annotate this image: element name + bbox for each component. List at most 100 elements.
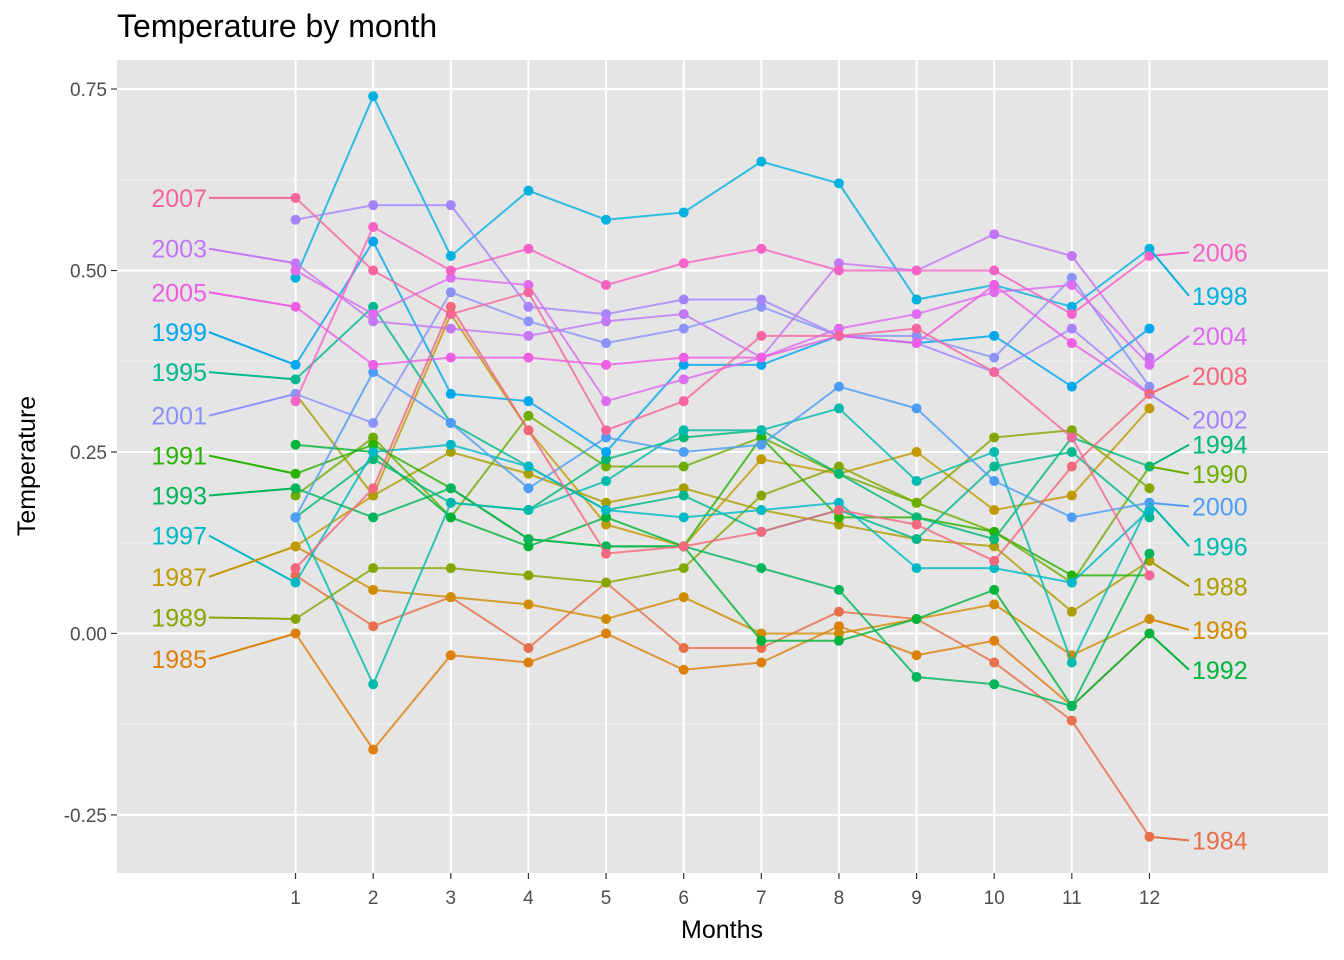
series-label-1993: 1993 (151, 483, 207, 511)
data-point (1066, 461, 1077, 472)
label-leader (1148, 443, 1190, 468)
data-point (601, 628, 612, 639)
series-line (294, 304, 1151, 569)
series-label-2008: 2008 (1192, 363, 1248, 391)
data-point (1066, 701, 1077, 712)
data-point (833, 403, 844, 414)
data-point (678, 446, 689, 457)
data-point (756, 526, 767, 537)
data-point (368, 512, 379, 523)
data-point (1066, 323, 1077, 334)
data-point (833, 505, 844, 516)
series-label-2002: 2002 (1192, 406, 1248, 434)
series-label-1987: 1987 (151, 564, 207, 592)
data-point (678, 352, 689, 363)
data-point (833, 584, 844, 595)
data-point (989, 657, 1000, 668)
x-axis: 1 2 3 4 5 6 7 8 9 10 11 12 (290, 873, 1160, 909)
data-point (368, 439, 379, 450)
data-point (1066, 512, 1077, 523)
series-label-1991: 1991 (151, 443, 207, 471)
data-point (911, 672, 922, 683)
data-point (601, 316, 612, 327)
data-point (523, 642, 534, 653)
data-point (678, 541, 689, 552)
data-point (601, 309, 612, 320)
data-point (1066, 301, 1077, 312)
x-tick-label: 6 (678, 888, 689, 909)
data-point (368, 367, 379, 378)
data-point (601, 359, 612, 370)
data-point (445, 250, 456, 261)
label-leader (208, 632, 296, 660)
data-point (833, 330, 844, 341)
data-point (368, 301, 379, 312)
data-point (1144, 512, 1155, 523)
data-point (1066, 338, 1077, 349)
data-point (523, 541, 534, 552)
data-point (290, 563, 301, 574)
series-label-1996: 1996 (1192, 533, 1248, 561)
series-1984 (290, 570, 1155, 842)
data-point (989, 265, 1000, 276)
data-point (989, 461, 1000, 472)
series-labels: 2007 2003 2005 1999 1995 2001 1991 1993 1997 1987… (151, 185, 1247, 855)
series-label-1999: 1999 (151, 319, 207, 347)
data-point (833, 258, 844, 269)
label-leader (208, 331, 296, 366)
series-group (290, 91, 1155, 842)
data-point (833, 468, 844, 479)
data-point (445, 301, 456, 312)
data-point (911, 323, 922, 334)
data-point (601, 396, 612, 407)
data-point (601, 461, 612, 472)
data-point (1066, 309, 1077, 320)
data-point (833, 519, 844, 530)
data-point (523, 330, 534, 341)
data-point (1066, 490, 1077, 501)
data-point (523, 410, 534, 421)
data-point (989, 679, 1000, 690)
series-line (294, 197, 1151, 576)
data-point (833, 381, 844, 392)
series-2003 (290, 229, 1155, 363)
data-point (989, 541, 1000, 552)
data-point (1144, 548, 1155, 559)
label-leader (208, 371, 296, 381)
data-point (368, 584, 379, 595)
series-label-1986: 1986 (1192, 617, 1248, 645)
data-point (523, 352, 534, 363)
data-point (601, 338, 612, 349)
data-point (523, 657, 534, 668)
x-tick-label: 10 (984, 888, 1005, 909)
label-leader (208, 247, 296, 265)
data-point (523, 461, 534, 472)
data-point (678, 258, 689, 269)
data-point (1066, 606, 1077, 617)
data-point (756, 505, 767, 516)
data-point (989, 432, 1000, 443)
label-leader (208, 291, 296, 308)
data-point (1144, 323, 1155, 334)
data-point (756, 330, 767, 341)
x-tick-label: 5 (601, 888, 612, 909)
series-line (294, 370, 1150, 519)
data-point (601, 512, 612, 523)
data-point (368, 483, 379, 494)
data-point (1066, 577, 1077, 588)
data-point (445, 497, 456, 508)
plot-panel (117, 60, 1328, 873)
series-label-2006: 2006 (1192, 239, 1248, 267)
data-point (1144, 403, 1155, 414)
series-line (295, 487, 1151, 708)
data-point (445, 483, 456, 494)
data-point (601, 613, 612, 624)
data-point (523, 280, 534, 291)
data-point (833, 461, 844, 472)
series-1997 (290, 439, 1155, 588)
data-point (601, 548, 612, 559)
data-point (989, 330, 1000, 341)
x-tick-label: 3 (446, 888, 457, 909)
data-point (601, 505, 612, 516)
data-point (368, 490, 379, 501)
